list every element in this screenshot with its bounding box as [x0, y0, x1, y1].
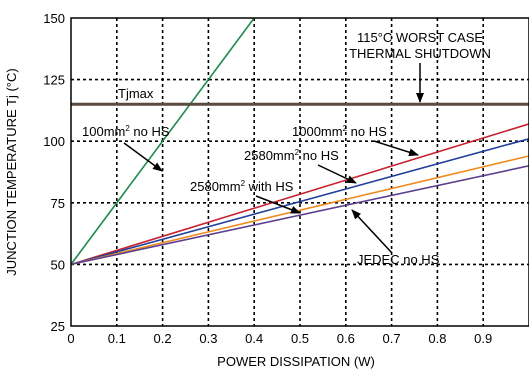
- x-tick-labels: 0 0.1 0.2 0.3 0.4 0.5 0.6 0.7 0.8 0.9: [67, 331, 492, 346]
- arrow-100mm: [123, 142, 163, 172]
- x-tick-label: 0.7: [383, 331, 401, 346]
- x-tick-label: 0: [67, 331, 74, 346]
- x-tick-label: 0.2: [154, 331, 172, 346]
- series-line-s100: [71, 18, 255, 265]
- y-tick-label: 125: [43, 73, 65, 88]
- annotation-shutdown-line1: 115°C WORST CASE: [357, 30, 483, 45]
- arrow-2580mm: [317, 164, 357, 184]
- y-tick-label: 75: [51, 196, 65, 211]
- y-tick-label: 100: [43, 134, 65, 149]
- series-line-s1000: [71, 123, 529, 266]
- annotation-2580mm-with-hs: 2580mm2 with HS: [190, 179, 294, 194]
- x-tick-label: 0.8: [428, 331, 446, 346]
- x-tick-label: 0.9: [474, 331, 492, 346]
- x-tick-label: 0.6: [337, 331, 355, 346]
- y-tick-label: 150: [43, 11, 65, 26]
- grid-lines: [71, 18, 529, 326]
- annotation-jedec-no-hs: JEDEC no HS: [357, 252, 440, 267]
- annotation-shutdown-line2: THERMAL SHUTDOWN: [349, 46, 491, 61]
- y-tick-label: 25: [51, 319, 65, 334]
- y-tick-label: 50: [51, 257, 65, 272]
- y-axis-title: JUNCTION TEMPERATURE Tj (°C): [4, 68, 19, 275]
- series-line-jedec: [71, 165, 529, 266]
- x-tick-label: 0.1: [108, 331, 126, 346]
- annotation-2580mm-no-hs: 2580mm2 no HS: [244, 148, 339, 163]
- arrow-jedec: [351, 209, 393, 254]
- x-tick-label: 0.3: [199, 331, 217, 346]
- annotation-1000mm-no-hs: 1000mm2 no HS: [292, 124, 387, 139]
- y-tick-labels: 25 50 75 100 125 150: [43, 11, 65, 334]
- tjmax-label: Tjmax: [118, 86, 154, 101]
- arrow-2580mm-hs: [255, 195, 301, 214]
- plot-frame: [70, 17, 529, 327]
- series-layer: [71, 18, 529, 266]
- x-axis-title: POWER DISSIPATION (W): [217, 354, 375, 369]
- arrow-1000mm: [373, 140, 419, 157]
- annotation-arrows: [123, 63, 424, 254]
- x-tick-label: 0.5: [291, 331, 309, 346]
- x-tick-label: 0.4: [245, 331, 263, 346]
- series-line-s2580: [71, 137, 529, 266]
- annotation-100mm-no-hs: 100mm2 no HS: [82, 124, 170, 139]
